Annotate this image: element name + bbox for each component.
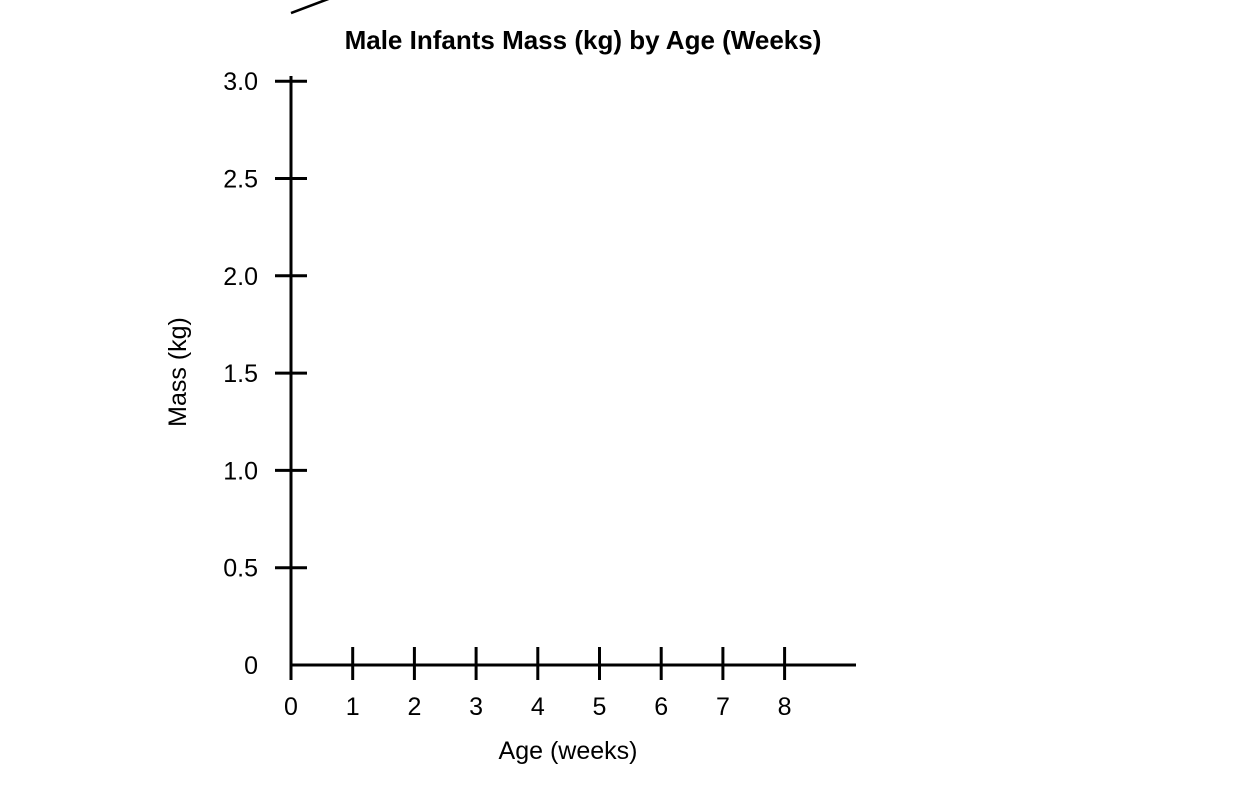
x-tick-label: 3 xyxy=(469,693,483,721)
x-tick-label: 4 xyxy=(531,693,545,721)
y-tick-label: 0 xyxy=(244,652,258,680)
x-axis-ticks: 0 1 2 3 4 5 6 7 8 xyxy=(284,647,792,721)
chart-title: Male Infants Mass (kg) by Age (Weeks) xyxy=(345,25,822,55)
y-axis-label: Mass (kg) xyxy=(164,317,192,427)
x-tick-label: 5 xyxy=(593,693,607,721)
x-axis-label: Age (weeks) xyxy=(499,737,638,765)
y-axis-ticks: 00.51.01.52.02.53.03.54.04.55.05.5 xyxy=(223,68,307,680)
x-tick-label: 0 xyxy=(284,693,298,721)
x-tick-label: 8 xyxy=(778,693,792,721)
mass-series-line xyxy=(290,0,330,15)
x-tick-label: 7 xyxy=(716,693,730,721)
y-tick-label: 1.0 xyxy=(223,457,258,485)
x-tick-label: 6 xyxy=(654,693,668,721)
y-tick-label: 2.0 xyxy=(223,263,258,291)
x-tick-label: 1 xyxy=(346,693,360,721)
y-tick-label: 2.5 xyxy=(223,166,258,194)
x-tick-label: 2 xyxy=(407,693,421,721)
y-tick-label: 0.5 xyxy=(223,555,258,583)
y-tick-label: 3.0 xyxy=(223,68,258,96)
y-tick-label: 1.5 xyxy=(223,360,258,388)
